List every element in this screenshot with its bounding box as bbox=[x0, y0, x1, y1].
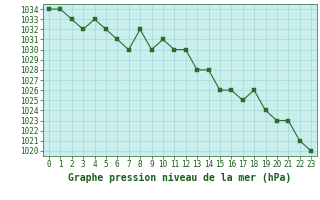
X-axis label: Graphe pression niveau de la mer (hPa): Graphe pression niveau de la mer (hPa) bbox=[68, 173, 292, 183]
